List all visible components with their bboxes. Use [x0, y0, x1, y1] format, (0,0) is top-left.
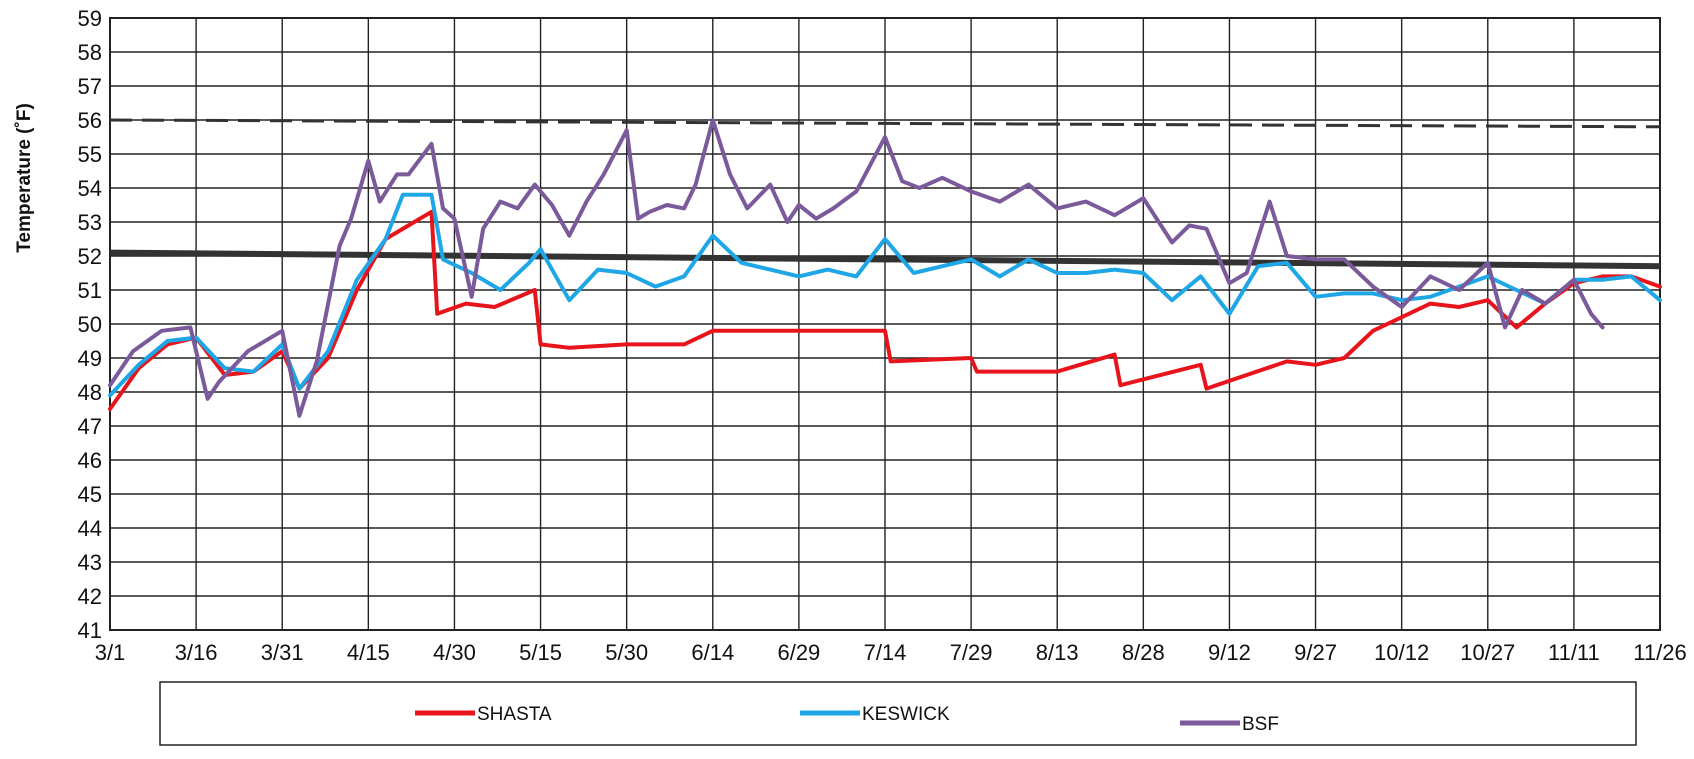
- legend-box: [159, 681, 1637, 746]
- x-tick-label: 11/26: [1633, 640, 1686, 665]
- y-tick-label: 46: [78, 448, 102, 473]
- x-tick-label: 3/1: [95, 640, 126, 665]
- y-tick-label: 55: [78, 142, 102, 167]
- x-tick-label: 5/15: [519, 640, 562, 665]
- x-axis-tick-labels: 3/1 3/16 3/31 4/15 4/30 5/15 5/30 6/14 6/29 7/14 7…: [95, 640, 1687, 665]
- y-tick-label: 51: [78, 278, 102, 303]
- x-tick-label: 8/28: [1122, 640, 1165, 665]
- x-tick-label: 6/14: [691, 640, 734, 665]
- plot-area-border: [109, 17, 1661, 631]
- x-tick-label: 7/29: [950, 640, 993, 665]
- x-tick-label: 6/29: [777, 640, 820, 665]
- y-tick-label: 52: [78, 244, 102, 269]
- legend: SHASTA KESWICK BSF: [159, 681, 1637, 746]
- x-tick-label: 8/13: [1036, 640, 1079, 665]
- y-tick-label: 41: [78, 618, 102, 643]
- y-tick-label: 47: [78, 414, 102, 439]
- reference-lines: [109, 118, 1661, 270]
- x-tick-label: 9/12: [1208, 640, 1251, 665]
- legend-label-keswick: KESWICK: [862, 704, 950, 725]
- series-line-bsf: [108, 118, 1605, 418]
- reference-line-solid: [109, 249, 1661, 270]
- y-tick-label: 50: [78, 312, 102, 337]
- x-tick-label: 3/16: [175, 640, 218, 665]
- y-tick-label: 53: [78, 210, 102, 235]
- y-tick-label: 44: [78, 516, 102, 541]
- x-tick-label: 10/12: [1374, 640, 1429, 665]
- y-tick-label: 49: [78, 346, 102, 371]
- x-tick-label: 9/27: [1294, 640, 1337, 665]
- legend-label-bsf: BSF: [1242, 714, 1279, 735]
- reference-line-dashed: [109, 118, 1661, 129]
- x-tick-label: 7/14: [864, 640, 907, 665]
- y-axis-tick-labels: 59 58 57 56 55 54 53 52 51 50 49 48 47 46 45 44 43 42 41: [78, 6, 102, 643]
- y-tick-label: 48: [78, 380, 102, 405]
- x-tick-label: 11/11: [1548, 640, 1600, 665]
- x-tick-label: 5/30: [605, 640, 648, 665]
- y-tick-label: 57: [78, 74, 102, 99]
- y-tick-label: 45: [78, 482, 102, 507]
- y-tick-label: 42: [78, 584, 102, 609]
- data-series: [108, 118, 1662, 418]
- legend-label-shasta: SHASTA: [477, 704, 552, 725]
- y-axis-label: Temperature (˚F): [14, 103, 35, 253]
- x-tick-label: 10/27: [1460, 640, 1515, 665]
- y-tick-label: 59: [78, 6, 102, 31]
- x-tick-label: 4/30: [433, 640, 476, 665]
- y-tick-label: 54: [78, 176, 102, 201]
- y-tick-label: 43: [78, 550, 102, 575]
- x-tick-label: 4/15: [347, 640, 390, 665]
- y-tick-label: 56: [78, 108, 102, 133]
- y-tick-label: 58: [78, 40, 102, 65]
- x-tick-label: 3/31: [261, 640, 304, 665]
